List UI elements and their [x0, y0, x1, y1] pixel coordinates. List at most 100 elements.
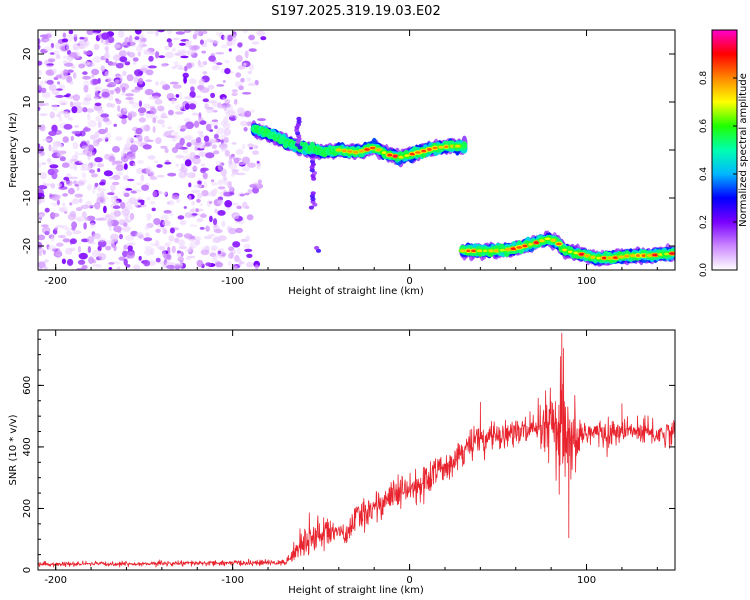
noise-cell	[131, 89, 141, 93]
noise-cell	[224, 109, 234, 115]
noise-cell	[132, 57, 139, 62]
noise-cell	[68, 56, 74, 62]
noise-cell	[243, 243, 251, 249]
noise-cell	[138, 255, 142, 261]
noise-cell	[155, 228, 161, 233]
noise-cell	[249, 147, 254, 150]
noise-cell	[133, 264, 141, 270]
noise-cell	[232, 241, 241, 248]
noise-cell	[93, 43, 100, 51]
noise-cell	[65, 230, 73, 236]
noise-cell	[248, 63, 254, 71]
noise-cell	[72, 72, 77, 79]
noise-cell	[131, 101, 139, 109]
noise-cell	[166, 264, 175, 269]
colorbar: 0.0 0.2 0.4 0.6 0.8 Normalized spectral ampl…	[699, 29, 749, 277]
noise-cell	[206, 38, 213, 43]
noise-cell	[71, 226, 76, 231]
noise-cell	[103, 205, 107, 214]
noise-cell	[175, 142, 184, 150]
noise-cell	[38, 106, 41, 111]
noise-cell	[175, 163, 179, 167]
noise-cell	[157, 119, 165, 125]
noise-cell	[151, 207, 156, 212]
noise-cell	[204, 245, 209, 251]
noise-cell	[211, 179, 215, 183]
noise-cell	[79, 41, 89, 49]
ridge-peak-cell	[528, 243, 533, 246]
noise-cell	[85, 108, 95, 113]
y-tick-label: -20	[22, 238, 33, 254]
noise-cell	[127, 111, 137, 118]
noise-cell	[67, 187, 75, 195]
noise-cell	[169, 129, 175, 133]
noise-cell	[147, 155, 156, 160]
noise-cell	[39, 113, 48, 116]
noise-cell	[213, 188, 218, 194]
noise-cell	[92, 56, 102, 63]
noise-cell	[58, 99, 68, 106]
chart-title: S197.2025.319.19.03.E02	[271, 4, 440, 19]
noise-cell	[80, 204, 90, 209]
spur-cell	[294, 128, 300, 133]
noise-cell	[41, 224, 49, 228]
noise-cell	[150, 247, 155, 256]
noise-cell	[72, 230, 82, 235]
noise-cell	[211, 119, 219, 122]
x-tick-label: 100	[577, 276, 596, 287]
noise-cell	[205, 108, 214, 114]
noise-cell	[71, 106, 78, 114]
noise-cell	[248, 34, 256, 41]
noise-cell	[64, 211, 68, 214]
y-tick-label: 0	[22, 567, 33, 573]
noise-cell	[227, 260, 232, 267]
noise-cell	[146, 213, 152, 219]
noise-cell	[48, 130, 57, 137]
noise-cell	[137, 107, 147, 114]
noise-cell	[101, 32, 110, 40]
noise-cell	[195, 239, 201, 246]
ridge-peak-cell	[375, 148, 381, 152]
ridge-peak-cell	[466, 249, 471, 253]
noise-cell	[179, 263, 183, 268]
noise-cell	[233, 213, 240, 219]
noise-cell	[235, 55, 243, 63]
noise-cell	[38, 161, 42, 168]
noise-cell	[62, 136, 69, 143]
noise-cell	[172, 84, 182, 89]
noise-cell	[105, 48, 109, 55]
noise-cell	[77, 259, 86, 265]
noise-cell	[164, 161, 172, 165]
noise-cell	[243, 127, 248, 132]
noise-cell	[126, 242, 136, 246]
noise-cell	[248, 48, 257, 52]
x-tick-label: -100	[221, 575, 244, 586]
noise-cell	[123, 192, 130, 198]
noise-cell	[191, 45, 198, 52]
noise-cell	[231, 265, 238, 270]
noise-cell	[69, 210, 77, 218]
noise-cell	[138, 77, 144, 85]
noise-cell	[38, 69, 42, 77]
noise-cell	[118, 219, 125, 226]
noise-cell	[175, 31, 185, 35]
noise-cell	[202, 98, 209, 103]
noise-cell	[138, 117, 146, 123]
noise-cell	[162, 191, 168, 196]
noise-cell	[231, 142, 237, 145]
noise-cell	[66, 44, 70, 51]
noise-cell	[176, 232, 184, 238]
noise-cell	[72, 33, 79, 38]
noise-cell	[241, 165, 250, 172]
noise-cell	[123, 258, 128, 266]
noise-cell	[88, 150, 92, 157]
noise-cell	[189, 208, 195, 213]
noise-cell	[252, 150, 259, 156]
spur-cell	[309, 168, 315, 173]
noise-cell	[44, 102, 49, 106]
noise-cell	[62, 193, 68, 197]
noise-cell	[93, 96, 99, 101]
ridge-peak-cell	[607, 256, 613, 260]
noise-cell	[245, 235, 250, 242]
